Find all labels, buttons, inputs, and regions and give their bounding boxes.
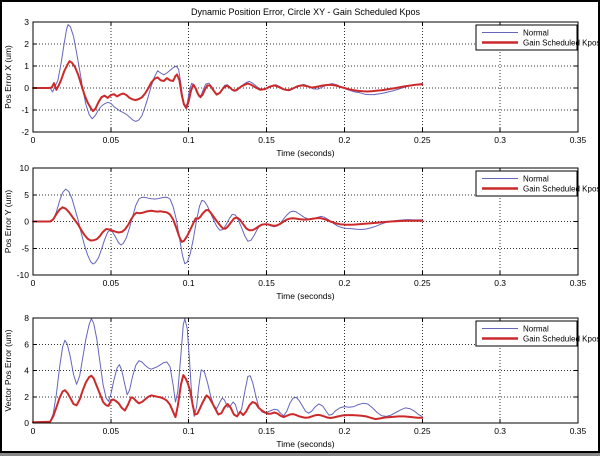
subplot-3-x-tick-label: 0.1 — [183, 426, 195, 436]
subplot-3-x-axis-label: Time (seconds) — [276, 439, 334, 449]
subplot-1-x-tick-label: 0.15 — [258, 135, 275, 145]
figure-title: Dynamic Position Error, Circle XY - Gain… — [191, 7, 420, 17]
subplot-2-y-tick-label: -10 — [17, 270, 30, 280]
subplot-1-x-tick-label: 0.2 — [339, 135, 351, 145]
subplot-2-y-tick-label: 5 — [24, 190, 29, 200]
subplot-1-axes-box — [32, 21, 579, 133]
subplot-3-legend-label: Normal — [523, 325, 549, 334]
subplot-3-x-tick-label: 0.05 — [103, 426, 120, 436]
subplot-2-legend-label: Normal — [523, 175, 549, 184]
subplot-2-y-tick-label: 0 — [24, 217, 29, 227]
subplot-1-x-tick-label: 0.35 — [570, 135, 587, 145]
subplot-1-x-tick-label: 0.3 — [494, 135, 506, 145]
subplot-2-x-tick-label: 0.1 — [183, 278, 195, 288]
subplot-2-x-tick-label: 0.35 — [570, 278, 587, 288]
subplot-2-y-tick-label: -5 — [21, 243, 29, 253]
subplot-3-y-tick-label: 6 — [24, 339, 29, 349]
subplot-3-x-tick-label: 0.35 — [570, 426, 587, 436]
subplot-2-series-gain-scheduled — [32, 206, 424, 243]
subplot-3-x-tick-label: 0.15 — [258, 426, 275, 436]
subplot-1-x-axis-label: Time (seconds) — [276, 148, 334, 158]
subplot-3-y-tick-label: 4 — [24, 366, 29, 376]
subplot-1-legend-label: Gain Scheduled Kpos — [523, 39, 598, 48]
subplot-3-y-tick-label: 2 — [24, 392, 29, 402]
subplot-3-y-axis-label: Vector Pos Error (um) — [3, 329, 13, 411]
subplot-2-x-tick-label: 0.3 — [494, 278, 506, 288]
subplot-2-y-tick-label: 10 — [20, 163, 30, 173]
subplot-3-x-tick-label: 0 — [31, 426, 36, 436]
subplot-1-y-tick-label: -1 — [21, 105, 29, 115]
subplot-1-x-tick-label: 0.1 — [183, 135, 195, 145]
subplot-1-y-tick-label: 2 — [24, 39, 29, 49]
subplot-2-legend-label: Gain Scheduled Kpos — [523, 185, 598, 194]
subplot-3-series-gain-scheduled — [32, 374, 424, 424]
subplot-3-x-tick-label: 0.3 — [494, 426, 506, 436]
subplot-2-x-axis-label: Time (seconds) — [276, 291, 334, 301]
subplot-1-y-tick-label: 1 — [24, 61, 29, 71]
subplot-1-series-gain-scheduled — [32, 60, 424, 113]
subplot-1-legend-box — [475, 24, 578, 51]
subplot-3-x-tick-label: 0.25 — [414, 426, 431, 436]
subplot-3-y-tick-label: 8 — [24, 313, 29, 323]
subplot-1-legend-label: Normal — [523, 29, 549, 38]
subplot-3-legend-label: Gain Scheduled Kpos — [523, 335, 598, 344]
subplot-2-x-tick-label: 0 — [31, 278, 36, 288]
subplot-1-y-tick-label: -2 — [21, 127, 29, 137]
subplot-2-x-tick-label: 0.15 — [258, 278, 275, 288]
subplot-1-y-axis-label: Pos Error X (um) — [3, 45, 13, 109]
subplot-1-x-tick-label: 0 — [31, 135, 36, 145]
subplot-3-legend-box — [475, 320, 578, 347]
subplot-3-x-tick-label: 0.2 — [339, 426, 351, 436]
subplot-1-x-tick-label: 0.05 — [103, 135, 120, 145]
subplot-1-x-tick-label: 0.25 — [414, 135, 431, 145]
subplot-1-y-tick-label: 3 — [24, 17, 29, 27]
subplot-2-x-tick-label: 0.25 — [414, 278, 431, 288]
subplot-3-y-tick-label: 0 — [24, 418, 29, 428]
subplot-2-x-tick-label: 0.05 — [103, 278, 120, 288]
subplot-2-x-tick-label: 0.2 — [339, 278, 351, 288]
subplot-1-y-tick-label: 0 — [24, 83, 29, 93]
subplot-2-y-axis-label: Pos Error Y (um) — [3, 190, 13, 254]
subplot-2-legend-box — [475, 170, 578, 197]
